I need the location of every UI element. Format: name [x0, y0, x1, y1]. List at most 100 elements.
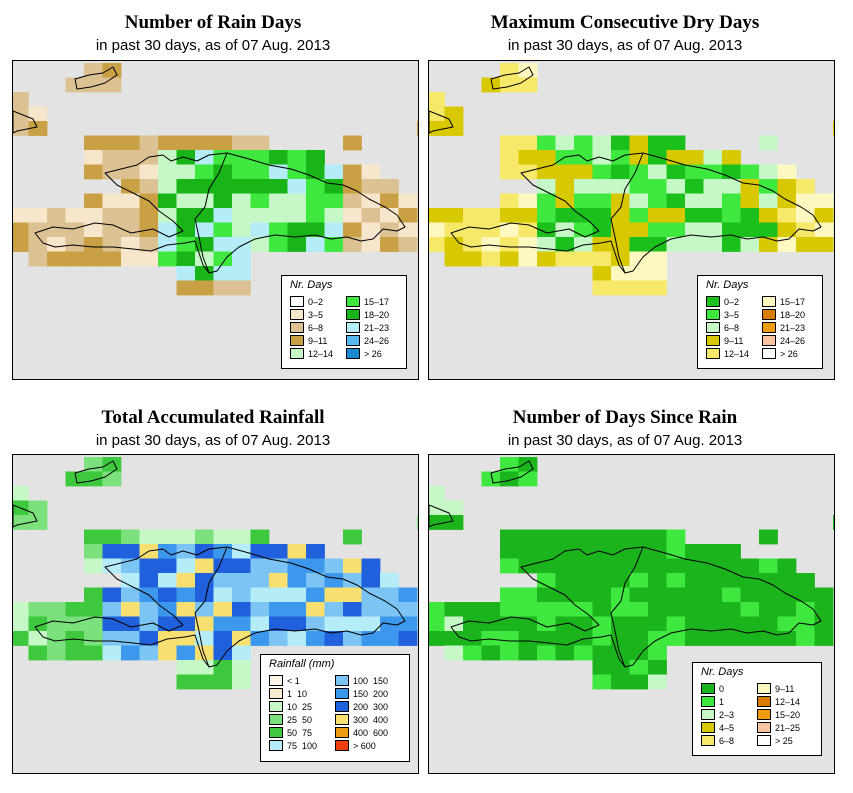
legend-label: 12–14 — [308, 348, 334, 359]
grid-cell — [380, 602, 399, 617]
grid-cell — [777, 631, 797, 646]
grid-cell — [13, 222, 29, 238]
grid-cell — [84, 616, 103, 632]
grid-cell — [648, 645, 667, 661]
grid-cell — [592, 237, 612, 252]
grid-cell — [574, 251, 593, 267]
grid-cell — [139, 208, 159, 223]
grid-cell — [195, 602, 214, 617]
grid-cell — [537, 208, 556, 223]
grid-cell — [176, 135, 196, 151]
legend-swatch — [269, 714, 283, 725]
grid-cell — [629, 280, 649, 296]
grid-cell — [250, 179, 270, 194]
grid-cell — [759, 558, 778, 574]
grid-cell — [703, 150, 723, 165]
grid-cell — [158, 135, 177, 151]
grid-cell — [213, 674, 233, 690]
grid-cell — [555, 251, 575, 267]
grid-cell — [429, 631, 445, 646]
grid-cell — [176, 660, 196, 675]
grid-cell — [84, 193, 103, 209]
grid-cell — [269, 544, 288, 559]
grid-cell — [648, 266, 667, 281]
grid-cell — [158, 544, 177, 559]
grid-cell — [13, 616, 29, 632]
grid-cell — [481, 208, 501, 223]
grid-cell — [195, 266, 214, 281]
legend-swatch — [290, 322, 304, 333]
grid-cell — [740, 602, 760, 617]
grid-cell — [84, 222, 103, 238]
grid-cell — [380, 237, 399, 252]
grid-cell — [611, 164, 630, 180]
grid-cell — [287, 193, 307, 209]
grid-cell — [158, 645, 177, 661]
legend-entry: 21–23 — [762, 322, 805, 333]
grid-cell — [722, 208, 741, 223]
grid-cell — [213, 193, 233, 209]
legend-entry: 300 400 — [335, 714, 388, 725]
grid-cell — [47, 237, 66, 252]
legend-label: 24–26 — [364, 335, 390, 346]
legend-swatch — [701, 696, 715, 707]
grid-cell — [611, 660, 630, 675]
grid-cell — [500, 558, 519, 574]
legend-label: 18–20 — [780, 309, 806, 320]
grid-cell — [796, 193, 815, 209]
grid-cell — [722, 237, 741, 252]
grid-cell — [158, 251, 177, 267]
legend-swatch — [701, 722, 715, 733]
legend-label: > 600 — [353, 740, 376, 751]
grid-cell — [139, 558, 159, 574]
grid-cell — [176, 573, 196, 588]
grid-cell — [574, 602, 593, 617]
grid-cell — [65, 602, 85, 617]
grid-cell — [65, 208, 85, 223]
hispaniola-coastline — [450, 152, 822, 274]
grid-cell — [518, 558, 538, 574]
grid-cell — [481, 616, 501, 632]
grid-cell — [703, 573, 723, 588]
grid-cell — [703, 616, 723, 632]
grid-cell — [398, 587, 418, 603]
grid-cell — [343, 573, 362, 588]
grid-cell — [121, 529, 140, 545]
grid-cell — [759, 208, 778, 223]
grid-cell — [518, 193, 538, 209]
grid-cell — [500, 645, 519, 661]
grid-cell — [648, 587, 667, 603]
grid-cell — [429, 208, 445, 223]
legend-entry: > 25 — [757, 735, 793, 746]
legend-label: 2–3 — [719, 709, 735, 720]
grid-cell — [444, 631, 464, 646]
grid-cell — [176, 193, 196, 209]
legend-entry: 12–14 — [706, 348, 749, 359]
legend-label: 1 — [719, 696, 725, 707]
legend-label: 9–11 — [308, 335, 328, 346]
grid-cell — [574, 645, 593, 661]
legend-entry: 0–2 — [290, 296, 323, 307]
legend-swatch — [706, 322, 720, 333]
grid-cell — [500, 616, 519, 632]
grid-cell — [176, 222, 196, 238]
grid-cell — [13, 208, 29, 223]
grid-cell — [537, 616, 556, 632]
grid-cell — [361, 222, 381, 238]
grid-cell — [13, 92, 29, 107]
grid-cell — [158, 573, 177, 588]
grid-cell — [703, 164, 723, 180]
grid-cell — [518, 208, 538, 223]
grid-cell — [555, 135, 575, 151]
grid-cell — [666, 237, 686, 252]
legend-label: 50 75 — [287, 727, 313, 738]
grid-cell — [121, 602, 140, 617]
legend-label: 4–5 — [719, 722, 735, 733]
grid-cell — [195, 529, 214, 545]
grid-cell — [176, 179, 196, 194]
grid-cell — [195, 616, 214, 632]
grid-cell — [629, 616, 649, 632]
grid-cell — [429, 92, 445, 107]
grid-cell — [195, 674, 214, 690]
grid-cell — [574, 587, 593, 603]
